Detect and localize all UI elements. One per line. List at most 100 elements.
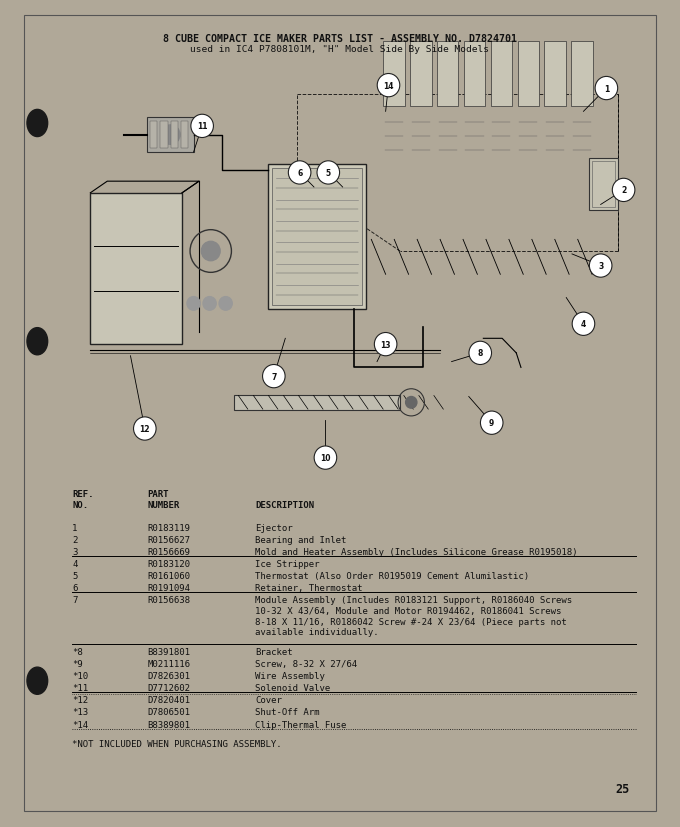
Circle shape bbox=[187, 297, 200, 311]
Text: Shut-Off Arm: Shut-Off Arm bbox=[256, 708, 320, 716]
Text: Clip-Thermal Fuse: Clip-Thermal Fuse bbox=[256, 719, 347, 729]
Bar bbox=[437, 42, 458, 107]
Text: B8389801: B8389801 bbox=[148, 719, 190, 729]
Text: *9: *9 bbox=[72, 659, 83, 668]
Text: 5: 5 bbox=[72, 571, 78, 581]
Text: 3: 3 bbox=[598, 261, 603, 270]
Text: Bearing and Inlet: Bearing and Inlet bbox=[256, 535, 347, 544]
Bar bbox=[268, 165, 366, 310]
Text: R0191094: R0191094 bbox=[148, 584, 190, 592]
Circle shape bbox=[314, 447, 337, 470]
Text: Bracket: Bracket bbox=[256, 647, 293, 656]
Ellipse shape bbox=[27, 667, 48, 695]
Circle shape bbox=[377, 74, 400, 98]
Text: R0156627: R0156627 bbox=[148, 535, 190, 544]
Text: D7820401: D7820401 bbox=[148, 696, 190, 705]
Bar bbox=[545, 42, 566, 107]
Text: R0161060: R0161060 bbox=[148, 571, 190, 581]
Text: Thermostat (Also Order R0195019 Cement Alumilastic): Thermostat (Also Order R0195019 Cement A… bbox=[256, 571, 530, 581]
Circle shape bbox=[161, 126, 180, 145]
Text: available individually.: available individually. bbox=[256, 628, 379, 637]
Text: *13: *13 bbox=[72, 708, 88, 716]
Bar bbox=[383, 42, 405, 107]
Circle shape bbox=[191, 115, 214, 138]
Text: D7826301: D7826301 bbox=[148, 672, 190, 680]
Text: PART: PART bbox=[148, 489, 169, 498]
Text: R0156638: R0156638 bbox=[148, 595, 190, 605]
Bar bbox=[90, 194, 182, 345]
Bar bbox=[571, 42, 593, 107]
Text: DESCRIPTION: DESCRIPTION bbox=[256, 500, 315, 509]
Text: 1: 1 bbox=[604, 84, 609, 93]
Text: 4: 4 bbox=[72, 559, 78, 568]
Circle shape bbox=[612, 179, 635, 203]
Text: 8 CUBE COMPACT ICE MAKER PARTS LIST - ASSEMBLY NO. D7824701: 8 CUBE COMPACT ICE MAKER PARTS LIST - AS… bbox=[163, 34, 517, 44]
Bar bbox=[272, 169, 362, 306]
Text: 7: 7 bbox=[72, 595, 78, 605]
Text: Module Assembly (Includes R0183121 Support, R0186040 Screws: Module Assembly (Includes R0183121 Suppo… bbox=[256, 595, 573, 605]
Text: *12: *12 bbox=[72, 696, 88, 705]
Circle shape bbox=[262, 365, 285, 389]
Text: Cover: Cover bbox=[256, 696, 282, 705]
Circle shape bbox=[405, 397, 417, 409]
Circle shape bbox=[133, 418, 156, 441]
Text: *8: *8 bbox=[72, 647, 83, 656]
Text: D7806501: D7806501 bbox=[148, 708, 190, 716]
Text: Retainer, Thermostat: Retainer, Thermostat bbox=[256, 584, 363, 592]
Text: 8-18 X 11/16, R0186042 Screw #-24 X 23/64 (Piece parts not: 8-18 X 11/16, R0186042 Screw #-24 X 23/6… bbox=[256, 617, 567, 626]
Text: Solenoid Valve: Solenoid Valve bbox=[256, 683, 330, 692]
Bar bbox=[314, 234, 360, 281]
Text: B8391801: B8391801 bbox=[148, 647, 190, 656]
Circle shape bbox=[288, 161, 311, 185]
Bar bbox=[147, 118, 194, 153]
Bar bbox=[181, 122, 188, 149]
Bar bbox=[410, 42, 432, 107]
Circle shape bbox=[203, 297, 216, 311]
Circle shape bbox=[317, 161, 339, 185]
Text: 2: 2 bbox=[72, 535, 78, 544]
Text: *10: *10 bbox=[72, 672, 88, 680]
Text: *11: *11 bbox=[72, 683, 88, 692]
Bar bbox=[160, 122, 168, 149]
Text: NO.: NO. bbox=[72, 500, 88, 509]
Circle shape bbox=[375, 333, 397, 356]
Text: 10-32 X 43/64, Module and Motor R0194462, R0186041 Screws: 10-32 X 43/64, Module and Motor R0194462… bbox=[256, 606, 562, 615]
Text: D7712602: D7712602 bbox=[148, 683, 190, 692]
Text: REF.: REF. bbox=[72, 489, 94, 498]
Bar bbox=[150, 122, 158, 149]
Circle shape bbox=[595, 77, 617, 101]
Text: R0156669: R0156669 bbox=[148, 547, 190, 557]
Text: 25: 25 bbox=[615, 782, 630, 796]
Text: 3: 3 bbox=[72, 547, 78, 557]
Text: NUMBER: NUMBER bbox=[148, 500, 180, 509]
Bar bbox=[234, 395, 400, 410]
Text: Wire Assembly: Wire Assembly bbox=[256, 672, 325, 680]
Circle shape bbox=[219, 297, 233, 311]
Text: 8: 8 bbox=[477, 349, 483, 358]
Bar bbox=[589, 159, 618, 211]
Text: 10: 10 bbox=[320, 453, 330, 462]
Text: Screw, 8-32 X 27/64: Screw, 8-32 X 27/64 bbox=[256, 659, 358, 668]
Text: 2: 2 bbox=[621, 186, 626, 195]
Text: 5: 5 bbox=[326, 169, 331, 178]
Text: 14: 14 bbox=[384, 82, 394, 90]
Text: 6: 6 bbox=[297, 169, 302, 178]
Text: R0183119: R0183119 bbox=[148, 523, 190, 532]
Text: 6: 6 bbox=[72, 584, 78, 592]
Text: 12: 12 bbox=[139, 424, 150, 433]
Text: 4: 4 bbox=[581, 320, 586, 329]
Bar bbox=[517, 42, 539, 107]
Text: 7: 7 bbox=[271, 372, 277, 381]
Text: used in IC4 P7808101M, "H" Model Side By Side Models: used in IC4 P7808101M, "H" Model Side By… bbox=[190, 45, 490, 55]
Text: 1: 1 bbox=[72, 523, 78, 532]
Text: Ejector: Ejector bbox=[256, 523, 293, 532]
Ellipse shape bbox=[27, 328, 48, 356]
Text: *NOT INCLUDED WHEN PURCHASING ASSEMBLY.: *NOT INCLUDED WHEN PURCHASING ASSEMBLY. bbox=[72, 739, 282, 748]
Bar bbox=[592, 161, 615, 208]
Circle shape bbox=[572, 313, 595, 336]
Text: Mold and Heater Assembly (Includes Silicone Grease R0195018): Mold and Heater Assembly (Includes Silic… bbox=[256, 547, 578, 557]
Text: 11: 11 bbox=[197, 122, 207, 131]
Ellipse shape bbox=[27, 110, 48, 137]
Circle shape bbox=[201, 242, 220, 261]
Text: 9: 9 bbox=[489, 418, 494, 428]
